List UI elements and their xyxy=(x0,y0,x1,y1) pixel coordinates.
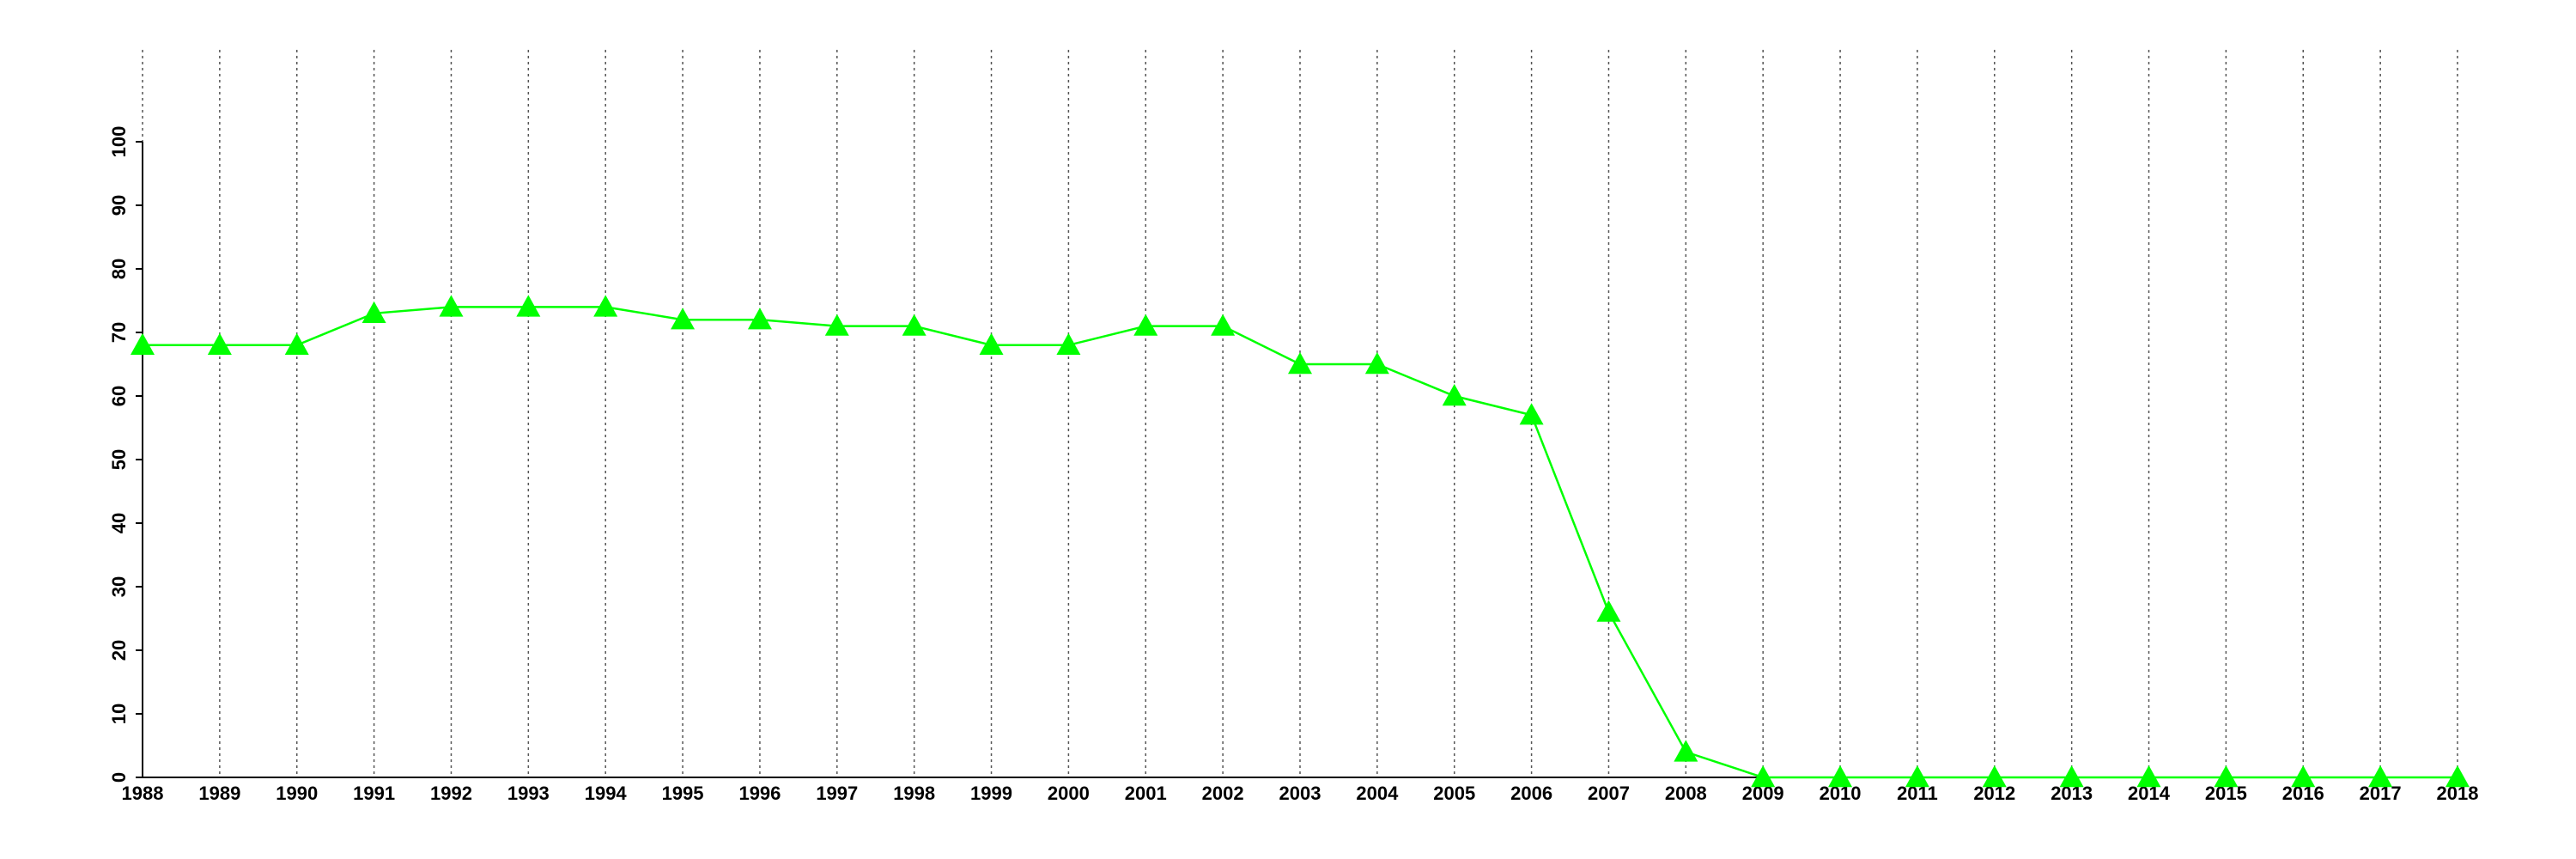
marker xyxy=(2291,765,2316,788)
marker xyxy=(131,332,155,355)
marker xyxy=(2445,765,2470,788)
y-tick-label: 70 xyxy=(108,322,130,343)
y-tick-label: 60 xyxy=(108,386,130,406)
marker xyxy=(1982,765,2007,788)
marker xyxy=(2136,765,2161,788)
marker xyxy=(979,332,1004,355)
x-tick-label: 1998 xyxy=(893,783,935,804)
marker xyxy=(1364,352,1389,375)
x-tick-label: 1988 xyxy=(122,783,164,804)
x-tick-label: 2004 xyxy=(1356,783,1399,804)
x-tick-label: 1996 xyxy=(738,783,781,804)
y-tick-label: 40 xyxy=(108,513,130,533)
x-tick-label: 2000 xyxy=(1048,783,1090,804)
marker xyxy=(2368,765,2393,788)
y-tick-label: 30 xyxy=(108,576,130,597)
marker xyxy=(439,295,464,317)
x-tick-label: 1997 xyxy=(816,783,858,804)
marker xyxy=(1828,765,1853,788)
x-tick-label: 2006 xyxy=(1510,783,1552,804)
x-tick-label: 2008 xyxy=(1665,783,1707,804)
x-tick-label: 1994 xyxy=(585,783,628,804)
x-tick-label: 2002 xyxy=(1202,783,1244,804)
marker xyxy=(1596,600,1621,622)
x-tick-label: 2007 xyxy=(1588,783,1630,804)
marker xyxy=(1211,314,1236,336)
x-tick-label: 1989 xyxy=(198,783,240,804)
x-tick-label: 1990 xyxy=(276,783,318,804)
marker xyxy=(902,314,927,336)
marker xyxy=(1056,332,1081,355)
x-tick-label: 1999 xyxy=(970,783,1012,804)
marker xyxy=(516,295,541,317)
marker xyxy=(1133,314,1158,336)
x-tick-label: 2001 xyxy=(1125,783,1167,804)
marker xyxy=(2059,765,2084,788)
x-tick-label: 2003 xyxy=(1279,783,1321,804)
marker xyxy=(671,308,696,330)
marker xyxy=(1751,765,1776,788)
marker xyxy=(747,308,772,330)
y-tick-label: 0 xyxy=(108,772,130,783)
y-tick-label: 50 xyxy=(108,449,130,470)
marker xyxy=(593,295,618,317)
marker xyxy=(1674,740,1698,762)
marker xyxy=(1288,352,1312,375)
x-tick-label: 1991 xyxy=(353,783,395,804)
y-tick-label: 90 xyxy=(108,195,130,216)
marker xyxy=(1442,384,1467,406)
y-tick-label: 10 xyxy=(108,704,130,724)
marker xyxy=(361,301,386,323)
marker xyxy=(1905,765,1929,788)
marker xyxy=(2214,765,2239,788)
x-tick-label: 1995 xyxy=(662,783,704,804)
y-tick-label: 100 xyxy=(108,126,130,158)
x-tick-label: 1992 xyxy=(430,783,472,804)
x-tick-label: 1993 xyxy=(507,783,550,804)
y-tick-label: 80 xyxy=(108,259,130,279)
y-tick-label: 20 xyxy=(108,640,130,661)
x-tick-label: 2005 xyxy=(1433,783,1475,804)
marker xyxy=(284,332,309,355)
marker xyxy=(824,314,849,336)
marker xyxy=(207,332,232,355)
marker xyxy=(1519,403,1544,425)
